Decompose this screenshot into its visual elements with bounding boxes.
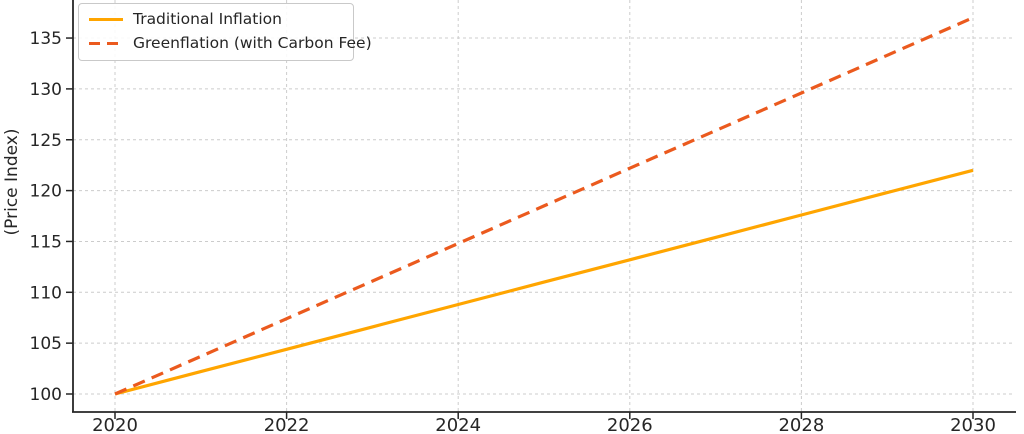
y-tick-label: 105 [30,334,62,354]
y-tick-label: 100 [30,385,62,405]
x-tick-label: 2022 [264,415,310,434]
legend: Traditional Inflation Greenflation (with… [78,3,372,62]
axes [66,0,1016,419]
x-tick-label: 2028 [778,415,824,434]
y-tick-label: 115 [30,232,62,252]
dashed-line-swatch-icon [89,41,123,46]
y-tick-label: 125 [30,131,62,151]
legend-label: Traditional Inflation [133,10,282,28]
solid-line-swatch-icon [89,17,123,22]
series-line-greenflation [114,16,974,396]
x-tick-label: 2026 [607,415,653,434]
legend-entry-greenflation: Greenflation (with Carbon Fee) [89,34,372,52]
tick-labels: 100 105 110 115 120 125 130 135 2020 2022 2024 2026… [30,29,996,434]
grid [73,0,1015,412]
data-series [114,16,974,396]
series-line-traditional-inflation [114,168,974,396]
y-tick-label: 120 [30,182,62,202]
y-axis-label: (Price Index) [2,129,22,236]
x-tick-label: 2030 [950,415,996,434]
x-tick-label: 2020 [92,415,138,434]
y-tick-label: 135 [30,29,62,49]
y-tick-label: 110 [30,283,62,303]
legend-label: Greenflation (with Carbon Fee) [133,34,372,53]
x-tick-label: 2024 [435,415,481,434]
legend-entry-traditional-inflation: Traditional Inflation [89,10,343,28]
y-tick-label: 130 [30,80,62,100]
